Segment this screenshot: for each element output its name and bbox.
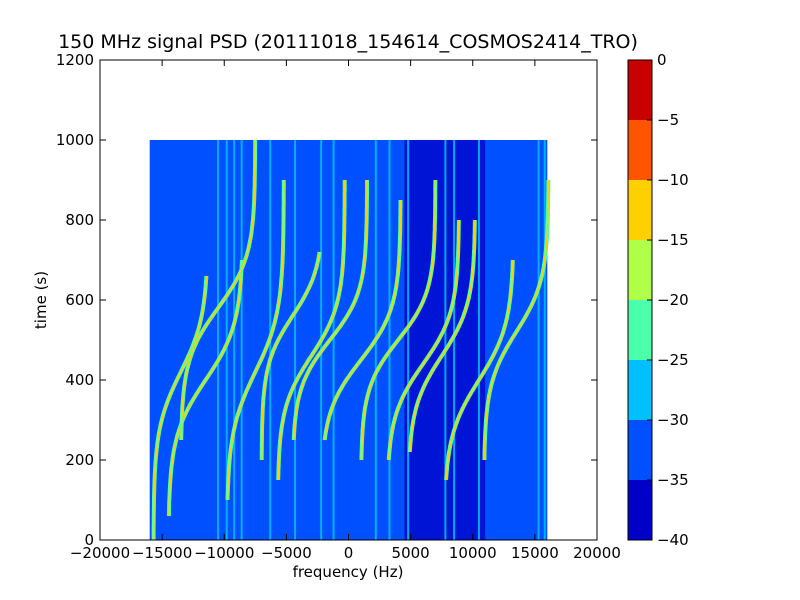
colorbar-label-1: −35 [657, 471, 689, 489]
doppler-track-11 [445, 259, 514, 481]
x-tick-label-5: 5000 [392, 544, 430, 562]
doppler-track-8 [360, 180, 437, 461]
doppler-track-3 [226, 180, 285, 501]
x-tick-label-6: 10000 [449, 544, 497, 562]
colorbar-band-1 [628, 420, 652, 480]
colorbar-label-7: −5 [657, 111, 679, 129]
x-tick-label-2: −10000 [194, 544, 254, 562]
doppler-track-10 [409, 219, 476, 453]
spectrogram-background [149, 140, 548, 540]
doppler-track-2 [180, 140, 256, 441]
doppler-track-1 [168, 259, 243, 517]
y-tick-label-4: 800 [65, 211, 94, 229]
doppler-track-0 [152, 275, 208, 540]
colorbar-band-4 [628, 240, 652, 300]
colorbar-band-7 [628, 60, 652, 120]
doppler-track-4 [260, 251, 321, 460]
doppler-track-6 [292, 180, 368, 441]
y-axis-label: time (s) [32, 271, 50, 329]
y-tick-label-1: 200 [65, 451, 94, 469]
colorbar-label-6: −10 [657, 171, 689, 189]
y-tick-label-5: 1000 [56, 131, 94, 149]
doppler-track-9 [388, 220, 460, 461]
x-tick-label-7: 15000 [511, 544, 559, 562]
y-tick-label-6: 1200 [56, 51, 94, 69]
x-tick-label-8: 20000 [573, 544, 621, 562]
x-axis: −20000 −15000 −10000 −5000 0 5000 10000 15000 20… [70, 60, 621, 562]
x-tick-label-1: −15000 [132, 544, 192, 562]
colorbar-band-0 [628, 480, 652, 540]
x-tick-label-0: −20000 [70, 544, 130, 562]
y-tick-label-0: 0 [84, 531, 94, 549]
doppler-track-5 [277, 180, 346, 481]
colorbar-label-2: −30 [657, 411, 689, 429]
colorbar: −40 −35 −30 −25 −20 −15 −10 −5 0 [627, 51, 689, 549]
colorbar-band-6 [628, 120, 652, 180]
colorbar-band-3 [628, 300, 652, 360]
x-axis-label: frequency (Hz) [293, 563, 404, 581]
y-axis: 0 200 400 600 800 1000 1200 [56, 51, 597, 549]
y-tick-label-2: 400 [65, 371, 94, 389]
plot-content [149, 140, 551, 540]
chart-title: 150 MHz signal PSD (20111018_154614_COSM… [58, 31, 638, 53]
colorbar-band-5 [628, 180, 652, 240]
doppler-track-7 [323, 200, 402, 441]
colorbar-label-0: −40 [657, 531, 689, 549]
colorbar-label-8: 0 [657, 51, 667, 69]
x-tick-label-4: 0 [344, 544, 354, 562]
x-tick-label-3: −5000 [261, 544, 312, 562]
colorbar-label-5: −15 [657, 231, 689, 249]
y-tick-label-3: 600 [65, 291, 94, 309]
doppler-track-12 [483, 179, 550, 461]
colorbar-label-3: −25 [657, 351, 689, 369]
colorbar-label-4: −20 [657, 291, 689, 309]
colorbar-band-2 [628, 360, 652, 420]
